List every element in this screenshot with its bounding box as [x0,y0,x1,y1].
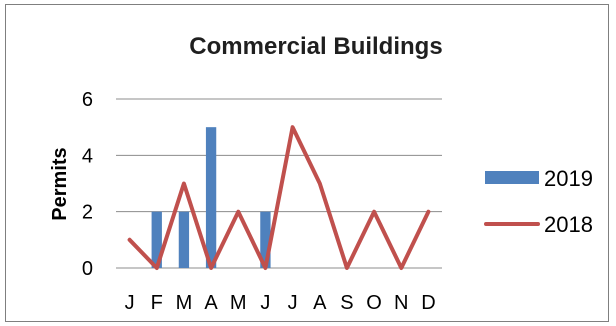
chart-title: Commercial Buildings [189,33,442,60]
chart-frame [5,4,609,322]
x-tick-label: A [204,292,218,314]
bar-2019-1 [151,211,162,268]
y-tick-label: 0 [82,258,93,280]
bar-2019-2 [178,211,190,268]
legend-swatch-2019 [485,171,539,184]
legend: 2019 2018 [484,166,593,237]
x-tick-label: M [176,292,193,314]
x-tick-label: A [313,292,327,314]
y-tick-label: 6 [82,89,93,111]
legend-label-2019: 2019 [544,166,593,191]
legend-label-2018: 2018 [544,212,593,237]
line-series-2018 [127,125,431,270]
y-tick-label: 4 [82,145,93,167]
x-tick-label: M [230,292,247,314]
x-tick-label: J [288,292,298,314]
bar-2019-3 [205,127,217,269]
x-tick-label: J [260,292,270,314]
y-tick-labels: 0 2 4 6 [82,89,93,280]
y-axis-label: Permits [49,147,71,220]
x-tick-label: D [421,292,435,314]
x-tick-label: F [151,292,163,314]
y-tick-label: 2 [82,202,93,224]
x-tick-label: O [366,292,382,314]
grid-lines [116,98,442,269]
x-tick-label: S [340,292,353,314]
x-tick-label: N [394,292,408,314]
line-2018-path [127,125,431,270]
x-tick-label: J [125,292,135,314]
bar-2019-5 [260,211,271,268]
bar-series-2019 [151,127,271,269]
